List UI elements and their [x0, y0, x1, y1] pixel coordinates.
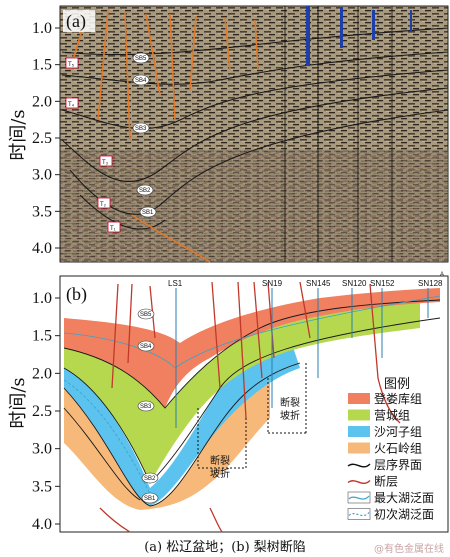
well-ls1: LS1: [168, 279, 183, 288]
sb2-a: SB2: [139, 188, 151, 194]
panel-b-tick-label: 2.0: [32, 365, 52, 382]
seq-labels-b: SB5 SB4 SB3 SB2 SB1: [137, 308, 159, 504]
well-sn152: SN152: [370, 279, 395, 288]
y-axis-label-b: 时间/s: [8, 377, 29, 428]
fault-label-t1: T₁: [110, 226, 116, 232]
legend-label: 火石岭组: [374, 442, 422, 456]
legend-item: 最大湖泛面: [347, 490, 434, 505]
slope-break-1-line2: 坡折: [210, 467, 230, 480]
panel-a-tick-label: 3.0: [32, 167, 52, 184]
legend-swatch: [348, 495, 370, 500]
panel-b-tick-label: 3.5: [32, 478, 52, 495]
panel-b-tick-label: 3.0: [32, 441, 52, 458]
corner-mark: A: [440, 272, 444, 278]
panel-a-tag: (a): [66, 11, 86, 32]
sb4-b: SB4: [140, 344, 152, 350]
panel-b-tick-label: 4.0: [32, 516, 52, 533]
huoshiling-fill: [64, 363, 270, 510]
panel-b-tag: (b): [66, 284, 87, 305]
sb5-b: SB5: [140, 312, 152, 318]
legend-label: 初次湖泛面: [374, 507, 434, 522]
legend-swatch: [348, 426, 370, 437]
y-axis-label-a: 时间/s: [8, 109, 29, 160]
fault-label-t3: T₃: [102, 160, 109, 166]
sb1-b: SB1: [144, 496, 156, 502]
legend-swatch: [348, 393, 370, 404]
denglouku-fill: [64, 288, 440, 408]
slope-break-1-line1: 断裂: [210, 454, 230, 467]
panel-a-tick-label: 2.5: [32, 130, 52, 147]
sb3-b: SB3: [140, 404, 152, 410]
sb3-a: SB3: [135, 126, 147, 132]
legend-swatch: [348, 409, 370, 421]
legend-swatch: [347, 463, 371, 468]
legend-item: 火石岭组: [348, 442, 422, 456]
panel-a-tick-label: 3.5: [32, 203, 52, 220]
well-lines-a: [284, 6, 393, 262]
panel-a-tick-label: 4.0: [32, 240, 52, 257]
legend-title: 图例: [384, 377, 410, 392]
y-axis-b: 1.0 1.5 2.0 2.5 3.0 3.5 4.0 时间/s: [8, 290, 60, 533]
well-lines-b: [175, 288, 429, 428]
legend-item: 登娄库组: [348, 391, 422, 406]
well-sn145: SN145: [306, 279, 331, 288]
formation-fills: [64, 288, 440, 510]
y-axis-a: 1.0 1.5 2.0 2.5 3.0 3.5 4.0 时间/s: [8, 6, 61, 262]
panel-b-tick-label: 1.0: [32, 290, 52, 307]
well-names: LS1 SN19 SN145 SN120 SN152 SN128: [168, 279, 443, 288]
panel-b: A: [8, 272, 449, 533]
panel-a: T₅ T₄ T₃ T₂ T₁ SB5 SB4 SB3 SB2 SB1 (a) 1…: [8, 5, 449, 263]
slope-break-2-line1: 断裂: [280, 396, 300, 409]
watermark: @有色金属在线: [374, 544, 444, 555]
panel-b-tick-label: 2.5: [32, 403, 52, 420]
legend-label: 登娄库组: [374, 391, 422, 406]
slope-break-annotations: 断裂 坡折 断裂 坡折: [197, 363, 307, 480]
faults-b: [99, 281, 401, 533]
panel-a-tick-label: 1.0: [32, 20, 52, 37]
well-sn128: SN128: [418, 279, 443, 288]
sb5-a: SB5: [135, 56, 147, 62]
panel-a-tick-label: 2.0: [32, 93, 52, 110]
legend-item: 断层: [347, 474, 398, 489]
well-sn19: SN19: [262, 279, 283, 288]
sb2-b: SB2: [144, 476, 156, 482]
figure-caption: (a) 松辽盆地；(b) 梨树断陷: [144, 540, 306, 555]
legend-label: 沙河子组: [374, 425, 422, 439]
well-sn120: SN120: [342, 279, 367, 288]
shahezi-fill: [64, 338, 300, 506]
seq-labels-a: SB5 SB4 SB3 SB2 SB1: [132, 52, 157, 218]
fault-label-t4: T₄: [68, 102, 75, 108]
legend-item: 层序界面: [347, 457, 422, 472]
legend-item: 初次湖泛面: [347, 507, 434, 522]
yingcheng-fill: [64, 298, 420, 483]
legend-label: 营城组: [374, 409, 410, 423]
fault-labels: T₅ T₄ T₃ T₂ T₁: [65, 57, 121, 233]
panel-a-tick-label: 1.5: [32, 57, 52, 74]
legend-label: 断层: [374, 474, 398, 489]
gas-anomaly: [306, 6, 412, 66]
fault-label-t5: T₅: [68, 62, 75, 68]
legend-swatch: [348, 512, 370, 517]
legend-label: 层序界面: [374, 457, 422, 472]
legend-swatch: [348, 442, 370, 454]
slope-break-2-line2: 坡折: [280, 409, 300, 422]
sb1-a: SB1: [142, 210, 154, 216]
legend-item: 营城组: [348, 409, 410, 423]
legend-item: 沙河子组: [348, 425, 422, 439]
legend-swatch: [347, 479, 371, 485]
sb4-a: SB4: [135, 78, 147, 84]
fault-label-t2: T₂: [100, 202, 107, 208]
legend-label: 最大湖泛面: [374, 490, 434, 505]
panel-b-tick-label: 1.5: [32, 328, 52, 345]
flooding-surfaces: [63, 295, 441, 495]
